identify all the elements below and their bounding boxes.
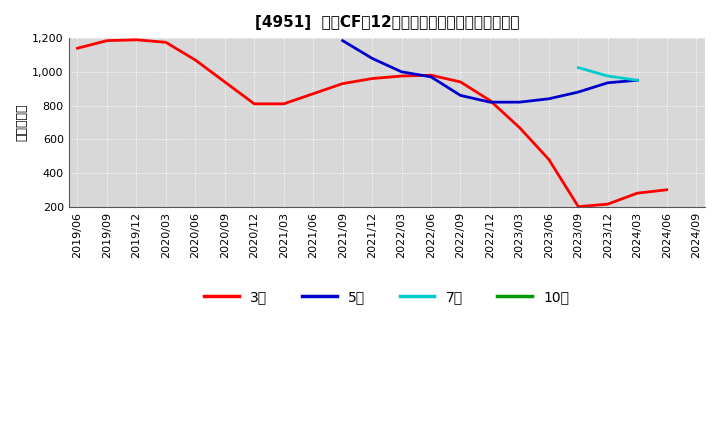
5年 <box>544 96 553 102</box>
3年 <box>574 204 582 209</box>
3年 <box>220 79 229 84</box>
5年 <box>427 74 436 80</box>
3年 <box>338 81 347 86</box>
3年 <box>397 73 406 79</box>
3年 <box>191 57 199 62</box>
3年 <box>633 191 642 196</box>
3年 <box>250 101 258 106</box>
7年 <box>633 77 642 83</box>
3年 <box>132 37 140 42</box>
3年 <box>515 125 523 130</box>
3年 <box>309 91 318 96</box>
5年 <box>515 99 523 105</box>
5年 <box>397 69 406 74</box>
Legend: 3年, 5年, 7年, 10年: 3年, 5年, 7年, 10年 <box>199 284 575 309</box>
3年 <box>485 98 494 103</box>
3年 <box>73 46 82 51</box>
Line: 7年: 7年 <box>578 68 637 80</box>
3年 <box>279 101 288 106</box>
5年 <box>633 77 642 83</box>
3年 <box>103 38 112 43</box>
5年 <box>456 93 465 98</box>
3年 <box>427 73 436 78</box>
Line: 5年: 5年 <box>343 40 637 102</box>
3年 <box>544 157 553 162</box>
3年 <box>662 187 671 192</box>
7年 <box>574 65 582 70</box>
5年 <box>603 80 612 85</box>
3年 <box>368 76 377 81</box>
5年 <box>485 99 494 105</box>
5年 <box>574 89 582 95</box>
7年 <box>603 73 612 79</box>
3年 <box>456 79 465 84</box>
3年 <box>161 40 170 45</box>
Y-axis label: （百万円）: （百万円） <box>15 104 28 141</box>
5年 <box>368 56 377 61</box>
5年 <box>338 38 347 43</box>
Line: 3年: 3年 <box>78 40 667 207</box>
3年 <box>603 202 612 207</box>
Title: [4951]  投資CFの12か月移動合計の標準偏差の推移: [4951] 投資CFの12か月移動合計の標準偏差の推移 <box>255 15 519 30</box>
